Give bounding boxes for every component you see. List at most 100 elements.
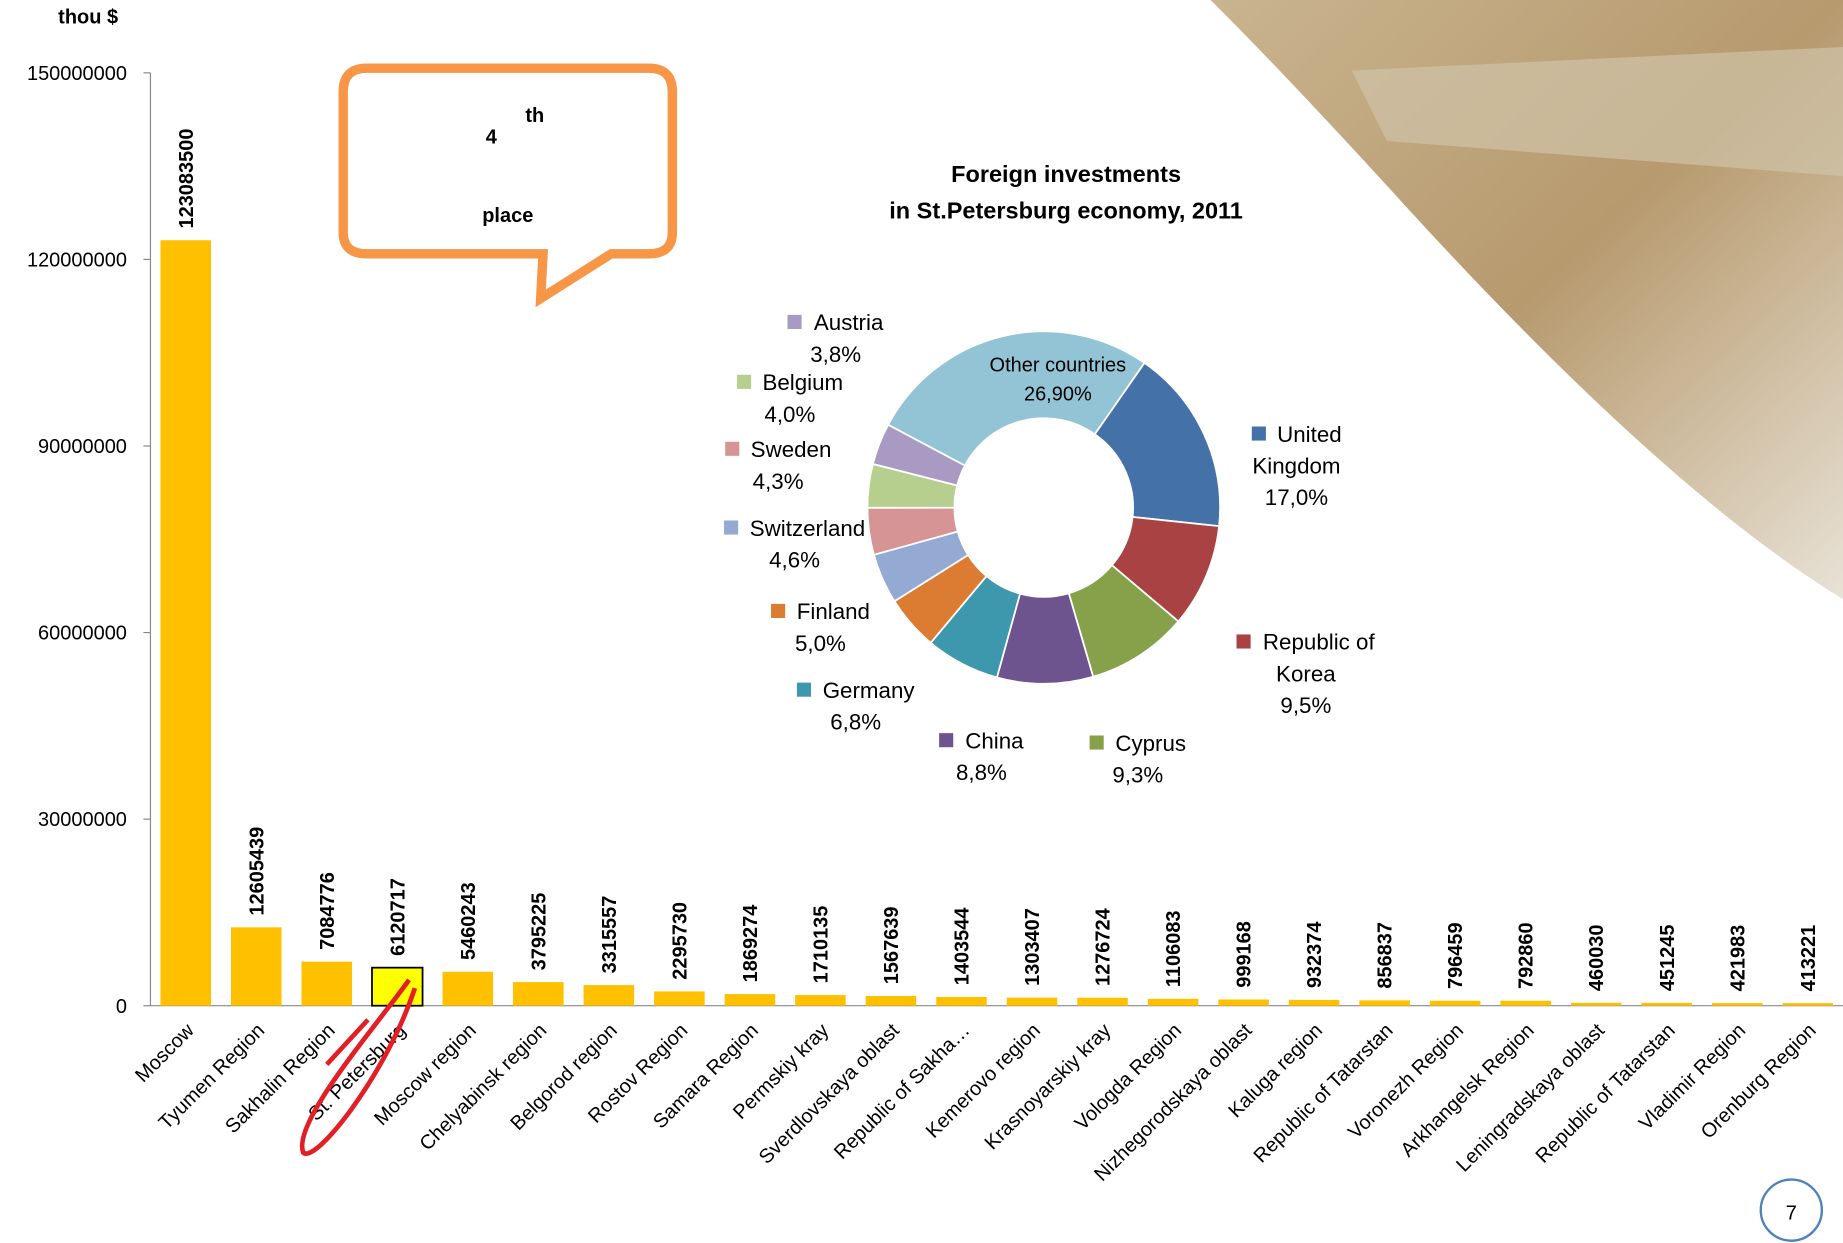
- value-label: 3795225: [528, 893, 550, 971]
- value-label: 3315557: [599, 896, 621, 974]
- legend-marker: [1251, 426, 1266, 441]
- pie-label: Cyprus 9,3%: [1067, 728, 1208, 791]
- x-tick-label: Arkhangelsk Region: [1397, 1020, 1539, 1162]
- bar: [865, 995, 917, 1006]
- callout-line2: place: [482, 205, 533, 227]
- bar: [230, 927, 282, 1006]
- donut-slice: [871, 423, 967, 487]
- y-tick-label: 30000000: [38, 809, 127, 831]
- pie-label: Belgium 4,0%: [708, 368, 873, 431]
- bar: [936, 996, 987, 1006]
- donut-slice: [1093, 361, 1221, 528]
- y-tick-label: 150000000: [27, 63, 127, 85]
- pie-category: Finland: [796, 600, 870, 626]
- bar: [1077, 997, 1128, 1006]
- value-label: 421983: [1727, 925, 1749, 992]
- bar: [1359, 1000, 1410, 1006]
- marker-scribble: [299, 978, 418, 1156]
- value-label: 6120717: [387, 878, 409, 956]
- y-tick-label: 0: [116, 996, 127, 1018]
- pie-category: Germany: [822, 679, 915, 704]
- pie-category: Sweden: [750, 438, 832, 463]
- photo-building: [1351, 46, 1843, 177]
- bar: [1006, 997, 1058, 1006]
- pie-label: China 8,8%: [911, 726, 1052, 789]
- value-label: 1567639: [881, 906, 903, 984]
- pie-category: Cyprus: [1115, 731, 1187, 757]
- donut-slice: [886, 330, 1146, 467]
- pie-category: Belgium: [762, 371, 844, 396]
- bar: [1500, 1000, 1551, 1006]
- bar: [1782, 1003, 1834, 1006]
- pie-value-label: 4,3%: [752, 469, 804, 495]
- pie-value-label: 6,8%: [830, 710, 882, 736]
- pie-value-label: 3,8%: [810, 343, 862, 368]
- pie-label-name: Belgium: [708, 368, 873, 400]
- value-label: 451245: [1657, 925, 1679, 992]
- x-tick-label: Republic of Tatarstan: [1250, 1020, 1398, 1168]
- pie-label-name: China: [911, 726, 1052, 758]
- value-label: 856837: [1375, 922, 1397, 989]
- value-label: 1403544: [952, 908, 974, 986]
- value-label: 12605439: [246, 827, 268, 916]
- pie-label: Germany 6,8%: [773, 676, 938, 739]
- value-label: 2295730: [669, 902, 691, 980]
- value-label: 7084776: [317, 872, 339, 950]
- x-tick-label: Republic of Sakha…: [830, 1020, 974, 1164]
- legend-marker: [1237, 634, 1252, 649]
- pie-label: Switzerland 4,6%: [706, 513, 882, 576]
- pie-label-name: Switzerland: [706, 513, 882, 545]
- pie-category: China: [965, 729, 1024, 755]
- pie-label: Finland 5,0%: [750, 597, 891, 660]
- bar: [160, 240, 211, 1006]
- bar: [513, 982, 564, 1006]
- value-label: 413221: [1798, 925, 1820, 992]
- pie-label-name: Austria: [765, 308, 906, 340]
- bar: [301, 961, 353, 1006]
- bar: [1711, 1003, 1763, 1006]
- pie-label-name: Other countries: [940, 350, 1175, 379]
- value-label: 999168: [1234, 921, 1256, 988]
- pie-value-label: 17,0%: [1264, 486, 1329, 512]
- pie-category: United Kingdom: [1252, 422, 1342, 480]
- y-axis-label: thou $: [58, 7, 118, 29]
- x-tick-label: Chelyabinsk region: [416, 1020, 552, 1156]
- pie-label: Other countries 26,90%: [940, 350, 1175, 409]
- x-tick-label: Sverdlovskaya oblast: [755, 1019, 904, 1168]
- pie-category: Republic of Korea: [1262, 630, 1375, 688]
- pie-category: Other countries: [989, 353, 1127, 376]
- pie-label-name: Germany: [773, 676, 938, 708]
- pie-label: Republic of Korea 9,5%: [1229, 627, 1382, 722]
- legend-marker: [736, 374, 751, 389]
- x-tick-label: Krasnoyarskiy kray: [981, 1020, 1116, 1155]
- pie-label-name: Cyprus: [1067, 728, 1208, 760]
- bar: [795, 995, 846, 1006]
- value-label: 1710135: [810, 906, 832, 984]
- pie-label-name: Finland: [750, 597, 891, 629]
- pie-label: United Kingdom 17,0%: [1238, 419, 1356, 514]
- value-label: 792860: [1516, 922, 1538, 989]
- bar: [1218, 999, 1269, 1006]
- pie-label-name: Sweden: [702, 435, 855, 467]
- legend-marker: [796, 682, 811, 697]
- callout-text: 4: [486, 126, 497, 148]
- bar: [1429, 1000, 1481, 1006]
- pie-value-label: 26,90%: [1023, 383, 1092, 406]
- pie-category: Austria: [813, 311, 884, 337]
- pie-value-label: 4,6%: [769, 548, 821, 574]
- bar: [583, 985, 635, 1006]
- bar: [442, 971, 494, 1006]
- value-label: 5460243: [458, 882, 480, 960]
- legend-marker: [724, 441, 739, 456]
- value-label: 1869274: [740, 905, 762, 983]
- bar: [1641, 1002, 1692, 1006]
- value-label: 1303407: [1022, 908, 1044, 986]
- value-label: 1276724: [1093, 908, 1115, 986]
- page-number-circle: [1759, 1178, 1824, 1242]
- legend-marker: [788, 314, 803, 329]
- legend-marker: [939, 733, 954, 748]
- pie-category: Switzerland: [749, 516, 866, 542]
- pie-value-label: 8,8%: [956, 761, 1007, 787]
